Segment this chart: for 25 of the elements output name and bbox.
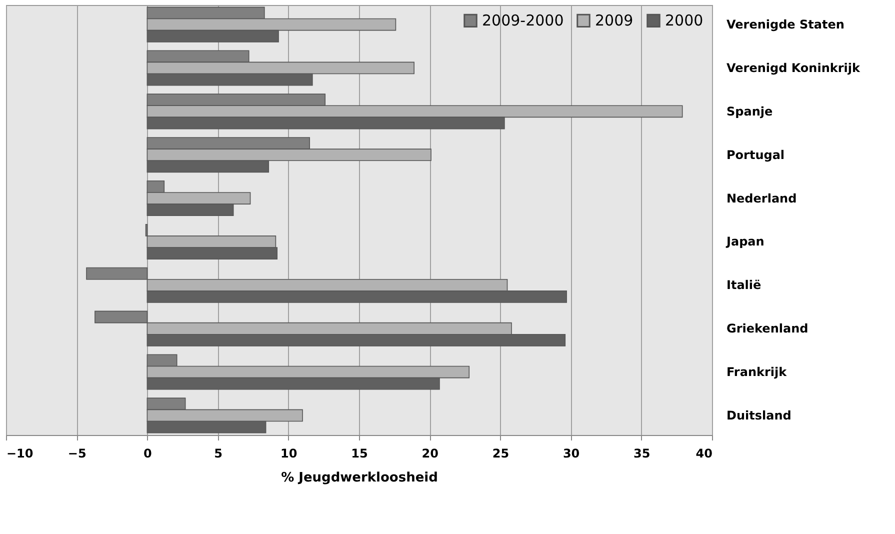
legend-label: 2009-2000 [482,12,564,30]
y-tick-label: Spanje [726,104,773,118]
x-tick-label: −10 [6,446,34,460]
y-tick-label: Japan [726,234,764,249]
x-tick-label: 10 [280,446,298,460]
x-axis-title: % Jeugdwerkloosheid [281,470,438,486]
legend-label: 2000 [665,12,704,30]
y-tick-label: Portugal [726,148,785,162]
y-tick-label: Griekenland [726,322,808,336]
y-tick-label: Verenigde Staten [726,18,844,32]
y-tick-label: Frankrijk [726,365,788,380]
x-tick-label: 0 [144,446,152,460]
x-tick-label: 40 [696,446,712,460]
x-tick-label: 20 [422,446,438,460]
y-tick-label: Duitsland [726,408,792,422]
x-tick-label: 15 [351,446,368,460]
x-tick-label: 5 [214,446,222,460]
y-tick-label: Italië [726,278,762,292]
x-tick-label: 35 [634,446,650,460]
x-tick-label: 30 [562,446,580,460]
legend-label: 2009 [595,12,634,30]
x-tick-label: −5 [68,446,86,460]
y-tick-label: Verenigd Koninkrijk [726,60,861,75]
x-tick-label: 25 [492,446,510,460]
y-tick-label: Nederland [726,191,797,206]
